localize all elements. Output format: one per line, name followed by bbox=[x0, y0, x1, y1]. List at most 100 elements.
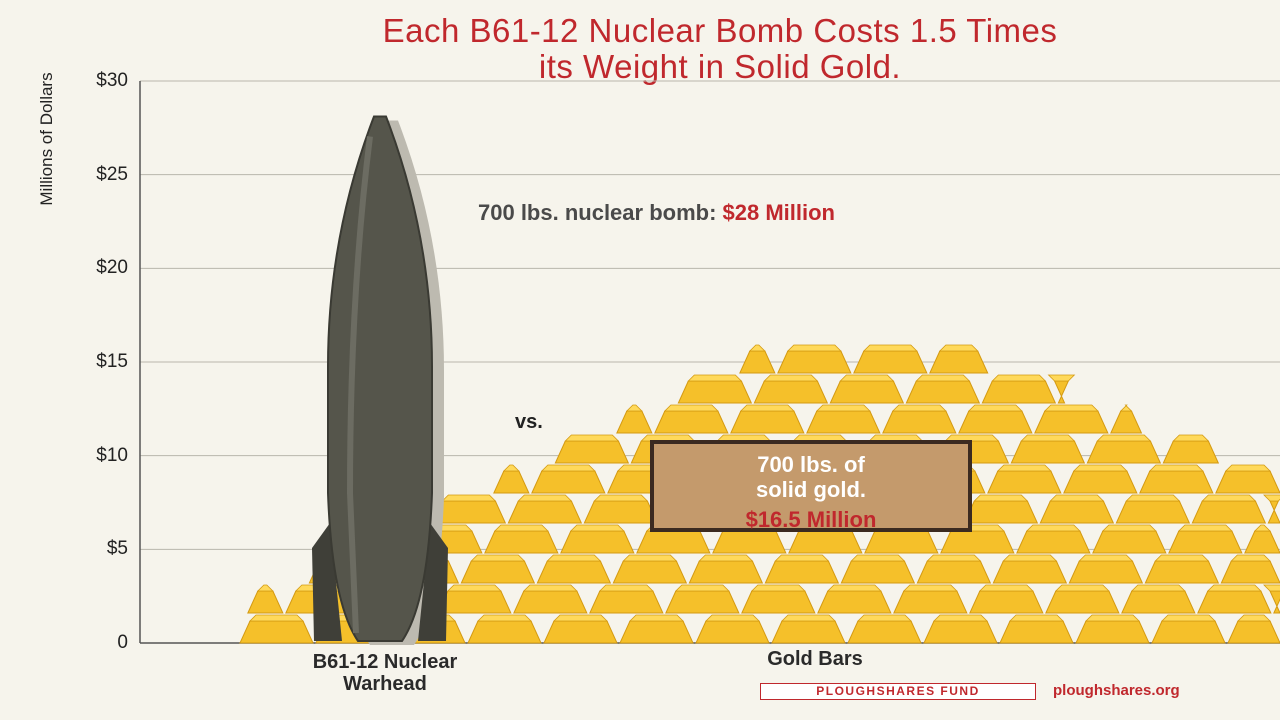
gold-bar bbox=[1269, 590, 1280, 614]
gold-bar-top bbox=[1130, 584, 1186, 592]
gold-bar bbox=[554, 440, 630, 464]
y-tick-label-0: 0 bbox=[117, 632, 128, 653]
gold-bar-top bbox=[748, 344, 766, 352]
gold-bar-top bbox=[622, 554, 678, 562]
gold-bar-top bbox=[1119, 404, 1133, 412]
gold-bar-top bbox=[1161, 614, 1216, 622]
gold-bar bbox=[963, 500, 1039, 524]
gold-bar-top bbox=[249, 614, 304, 622]
gold-bar bbox=[695, 620, 770, 644]
gold-bar-top bbox=[698, 554, 754, 562]
gold-bar-top bbox=[1224, 464, 1271, 472]
gold-bar-top bbox=[967, 404, 1023, 412]
gold-bar-top bbox=[1025, 524, 1081, 532]
gold-bar-top bbox=[1047, 374, 1076, 382]
gold-bar bbox=[543, 620, 618, 644]
gold-bar bbox=[560, 530, 635, 554]
gold-bar-top bbox=[1078, 554, 1134, 562]
gold-bar-top bbox=[891, 404, 947, 412]
gold-bar bbox=[923, 620, 998, 644]
gold-bar-top bbox=[446, 584, 502, 592]
gold-bar-top bbox=[839, 374, 895, 382]
gold-bar bbox=[1191, 500, 1267, 524]
gold-bar-top bbox=[902, 584, 958, 592]
gold-bar-top bbox=[564, 434, 620, 442]
gold-bar-top bbox=[598, 584, 654, 592]
gold-bar bbox=[467, 620, 542, 644]
gold-bar bbox=[840, 560, 916, 584]
gold-bar-top bbox=[1263, 584, 1280, 592]
gold-bar bbox=[513, 590, 588, 614]
gold-bar bbox=[612, 560, 688, 584]
gold-bar bbox=[1086, 440, 1162, 464]
gold-bar-top bbox=[763, 374, 819, 382]
gold-bar bbox=[864, 530, 939, 554]
gold-bar bbox=[1053, 380, 1070, 404]
gold-bar-top bbox=[1054, 584, 1110, 592]
vs-label: vs. bbox=[515, 411, 543, 433]
gold-bar-top bbox=[1154, 554, 1210, 562]
bomb-annotation-text: 700 lbs. nuclear bomb: bbox=[478, 200, 723, 225]
gold-bar bbox=[493, 470, 530, 494]
gold-bar bbox=[1092, 530, 1167, 554]
gold-bar-top bbox=[1072, 464, 1128, 472]
gold-bar-top bbox=[991, 374, 1047, 382]
gold-bar-top bbox=[256, 584, 274, 592]
gold-bar-top bbox=[781, 614, 836, 622]
gold-bar-top bbox=[1020, 434, 1076, 442]
y-tick-label-5: $5 bbox=[106, 538, 128, 560]
gold-bar bbox=[1121, 590, 1196, 614]
gold-bar-top bbox=[553, 614, 608, 622]
y-tick-label-25: $25 bbox=[96, 163, 128, 185]
bomb-fin-left bbox=[312, 523, 342, 641]
gold-bar-top bbox=[705, 614, 760, 622]
gold-bar bbox=[1197, 590, 1272, 614]
gold-bar bbox=[882, 410, 957, 434]
chart-title-line1: Each B61-12 Nuclear Bomb Costs 1.5 Times bbox=[382, 12, 1058, 49]
gold-bar-top bbox=[470, 554, 526, 562]
gold-bar-top bbox=[1201, 494, 1257, 502]
gold-sign: 700 lbs. of solid gold. $16.5 Million bbox=[650, 440, 972, 532]
gold-bar-top bbox=[1085, 614, 1140, 622]
gold-bar bbox=[771, 620, 846, 644]
gold-bar-top bbox=[441, 494, 497, 502]
y-tick-label-10: $10 bbox=[96, 444, 128, 466]
gold-bar-top bbox=[663, 404, 719, 412]
gold-bar-top bbox=[502, 464, 520, 472]
gold-bar bbox=[730, 410, 805, 434]
y-tick-label-30: $30 bbox=[96, 70, 128, 91]
category-label-bomb-line1: B61-12 Nuclear bbox=[312, 651, 458, 673]
bomb-shape bbox=[312, 115, 448, 645]
gold-bar bbox=[1139, 470, 1214, 494]
gold-bar bbox=[1034, 410, 1109, 434]
gold-bar-top bbox=[978, 584, 1034, 592]
gold-bar-top bbox=[915, 374, 971, 382]
gold-bar-top bbox=[674, 584, 730, 592]
gold-bar-top bbox=[593, 494, 649, 502]
gold-bar-top bbox=[1049, 494, 1105, 502]
gold-bar bbox=[777, 350, 852, 374]
gold-bar-top bbox=[1237, 614, 1271, 622]
gold-bar-top bbox=[857, 614, 912, 622]
ploughshares-logo[interactable]: PLOUGHSHARES FUND bbox=[760, 683, 1036, 700]
gold-bar bbox=[1039, 500, 1115, 524]
gold-bar bbox=[1075, 620, 1150, 644]
gold-bar bbox=[507, 500, 583, 524]
gold-bar bbox=[1063, 470, 1138, 494]
gold-bar-top bbox=[1253, 524, 1271, 532]
ploughshares-link[interactable]: ploughshares.org bbox=[1053, 682, 1180, 699]
gold-bar bbox=[981, 380, 1057, 404]
gold-bar bbox=[589, 590, 664, 614]
bomb-highlight bbox=[346, 136, 373, 634]
gold-bar bbox=[1068, 560, 1144, 584]
gold-bar-top bbox=[540, 464, 596, 472]
gold-bar bbox=[829, 380, 905, 404]
category-label-gold: Gold Bars bbox=[767, 648, 863, 670]
chart-title-line2: its Weight in Solid Gold. bbox=[538, 48, 902, 85]
gold-bar bbox=[940, 530, 1015, 554]
gold-bar bbox=[753, 380, 829, 404]
gold-bar-top bbox=[1009, 614, 1064, 622]
gold-bar-top bbox=[1002, 554, 1058, 562]
gold-bar-top bbox=[786, 344, 842, 352]
